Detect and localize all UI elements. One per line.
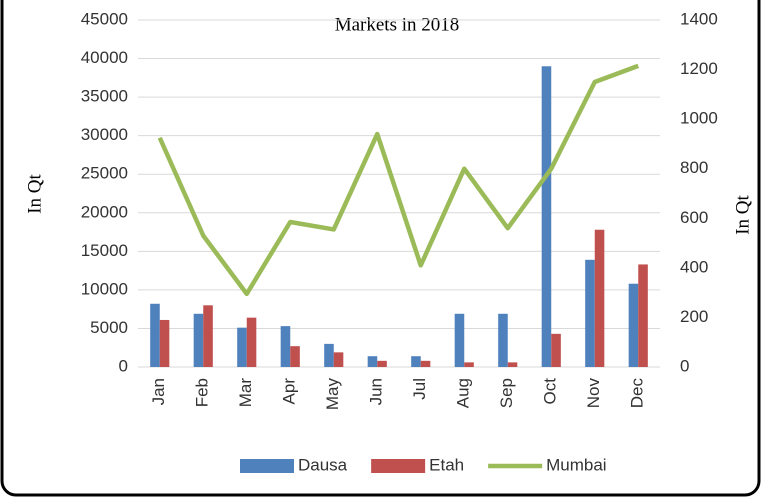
bar: [507, 362, 518, 367]
x-tick-label: Sep: [497, 378, 516, 408]
x-tick-label: Mar: [236, 378, 255, 408]
bar: [280, 326, 291, 367]
bar: [464, 362, 474, 367]
y-tick-label: 10000: [81, 279, 128, 298]
y2-tick-label: 1200: [680, 59, 718, 78]
y-tick-label: 35000: [81, 87, 128, 106]
line: [157, 63, 640, 297]
y2-axis-title: In Qt: [732, 194, 753, 234]
bar: [159, 319, 170, 367]
bar: [246, 317, 257, 367]
x-tick-label: Jun: [367, 378, 386, 405]
bar: [551, 333, 561, 367]
y-tick-label: 45000: [81, 9, 128, 28]
bar: [193, 313, 204, 367]
legend-swatch: [371, 459, 426, 473]
legend-label: Etah: [429, 455, 464, 474]
bar: [585, 259, 595, 367]
bar: [420, 360, 431, 367]
y2-tick-label: 200: [680, 307, 708, 326]
x-tick-label: Oct: [541, 378, 560, 405]
y2-tick-label: 800: [680, 158, 708, 177]
y-tick-label: 30000: [81, 125, 128, 144]
y-axis-title: In Qt: [24, 173, 45, 213]
bar: [367, 356, 378, 367]
x-tick-label: Jan: [149, 378, 168, 405]
x-tick-label: Apr: [280, 378, 299, 405]
bar: [454, 313, 465, 367]
bar: [324, 343, 334, 367]
y2-tick-label: 600: [680, 208, 708, 227]
bar: [290, 346, 300, 367]
bar: [541, 66, 552, 368]
y-tick-label: 0: [119, 356, 128, 375]
y2-tick-label: 0: [680, 356, 689, 375]
bar: [237, 327, 247, 367]
legend-label: Dausa: [298, 455, 348, 474]
bar: [594, 229, 605, 367]
bar: [150, 303, 160, 367]
y-tick-label: 5000: [90, 318, 128, 337]
x-tick-label: Feb: [193, 378, 212, 407]
y-tick-label: 25000: [81, 164, 128, 183]
bar: [498, 313, 508, 367]
bar: [638, 264, 648, 367]
x-tick-label: Jul: [410, 378, 429, 400]
y2-tick-label: 1000: [680, 109, 718, 128]
y-tick-label: 40000: [81, 48, 128, 67]
y2-tick-label: 400: [680, 257, 708, 276]
y-tick-label: 15000: [81, 241, 128, 260]
bar: [628, 283, 639, 367]
y-tick-label: 20000: [81, 202, 128, 221]
legend-label: Mumbai: [546, 455, 606, 474]
bar: [333, 352, 344, 367]
x-tick-label: May: [323, 378, 342, 411]
x-tick-label: Dec: [628, 378, 647, 409]
chart-title: Markets in 2018: [335, 14, 460, 35]
bar: [377, 360, 387, 367]
x-tick-label: Nov: [584, 378, 603, 409]
legend-swatch: [240, 459, 294, 473]
bar: [203, 305, 213, 367]
x-tick-label: Aug: [454, 378, 473, 408]
bar: [411, 356, 421, 367]
y2-tick-label: 1400: [680, 9, 718, 28]
